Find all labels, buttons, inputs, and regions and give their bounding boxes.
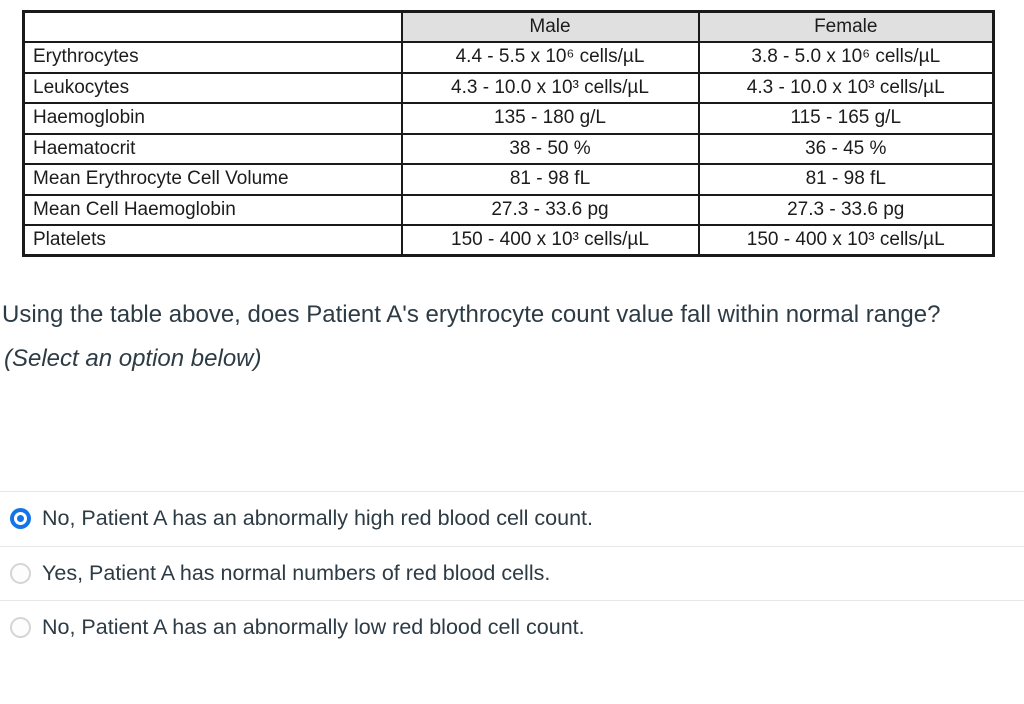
male-column-header: Male [400, 10, 700, 43]
male-value-cell: 4.3 - 10.0 x 10³ cells/µL [400, 71, 700, 104]
female-value-cell: 4.3 - 10.0 x 10³ cells/µL [697, 71, 995, 104]
female-value-cell: 150 - 400 x 10³ cells/µL [697, 224, 995, 257]
row-label-cell: Haematocrit [22, 132, 403, 165]
question-main: Using the table above, does Patient A's … [2, 301, 941, 328]
table-row: Platelets 150 - 400 x 10³ cells/µL 150 - 4… [22, 224, 995, 257]
answer-options: No, Patient A has an abnormally high red… [0, 491, 1024, 655]
table-row: Haematocrit 38 - 50 % 36 - 45 % [22, 132, 995, 165]
male-value-cell: 27.3 - 33.6 pg [400, 193, 700, 226]
table-row: Mean Erythrocyte Cell Volume 81 - 98 fL 81… [22, 163, 995, 196]
radio-unselected-icon[interactable] [10, 562, 31, 584]
row-label-cell: Mean Erythrocyte Cell Volume [22, 163, 403, 196]
radio-inner-ring [14, 512, 27, 526]
row-label-cell: Erythrocytes [22, 41, 403, 74]
quiz-page: Male Female Erythrocytes 4.4 - 5.5 x 10⁶ … [0, 10, 1024, 655]
female-column-header: Female [697, 10, 995, 43]
male-value-cell: 81 - 98 fL [400, 163, 700, 196]
table-row: Leukocytes 4.3 - 10.0 x 10³ cells/µL 4.3 -… [22, 71, 995, 104]
female-value-cell: 115 - 165 g/L [697, 102, 995, 135]
blood-reference-table: Male Female Erythrocytes 4.4 - 5.5 x 10⁶ … [22, 10, 995, 257]
answer-option-label[interactable]: Yes, Patient A has normal numbers of red… [42, 560, 551, 585]
empty-header-cell [22, 10, 403, 43]
answer-option[interactable]: Yes, Patient A has normal numbers of red… [0, 545, 1024, 601]
row-label-cell: Platelets [22, 224, 403, 257]
table-header-row: Male Female [22, 10, 995, 43]
female-value-cell: 27.3 - 33.6 pg [697, 193, 995, 226]
table-row: Erythrocytes 4.4 - 5.5 x 10⁶ cells/µL 3.8 … [22, 41, 995, 74]
answer-option-label[interactable]: No, Patient A has an abnormally low red … [42, 615, 585, 640]
male-value-cell: 38 - 50 % [400, 132, 700, 165]
table-row: Haemoglobin 135 - 180 g/L 115 - 165 g/L [22, 102, 995, 135]
female-value-cell: 36 - 45 % [697, 132, 995, 165]
female-value-cell: 81 - 98 fL [697, 163, 995, 196]
radio-selected-icon[interactable] [10, 508, 31, 530]
radio-center-dot [17, 515, 24, 523]
male-value-cell: 150 - 400 x 10³ cells/µL [400, 224, 700, 257]
answer-option-label[interactable]: No, Patient A has an abnormally high red… [42, 506, 593, 531]
row-label-cell: Haemoglobin [22, 102, 403, 135]
male-value-cell: 135 - 180 g/L [400, 102, 700, 135]
question-note: (Select an option below) [4, 345, 262, 372]
table-row: Mean Cell Haemoglobin 27.3 - 33.6 pg 27.3 … [22, 193, 995, 226]
answer-option[interactable]: No, Patient A has an abnormally high red… [0, 491, 1024, 546]
row-label-cell: Mean Cell Haemoglobin [22, 193, 403, 226]
answer-option[interactable]: No, Patient A has an abnormally low red … [0, 600, 1024, 655]
female-value-cell: 3.8 - 5.0 x 10⁶ cells/µL [697, 41, 995, 74]
row-label-cell: Leukocytes [22, 71, 403, 104]
radio-unselected-icon[interactable] [10, 617, 31, 639]
question-text: Using the table above, does Patient A's … [2, 293, 954, 381]
male-value-cell: 4.4 - 5.5 x 10⁶ cells/µL [400, 41, 700, 74]
